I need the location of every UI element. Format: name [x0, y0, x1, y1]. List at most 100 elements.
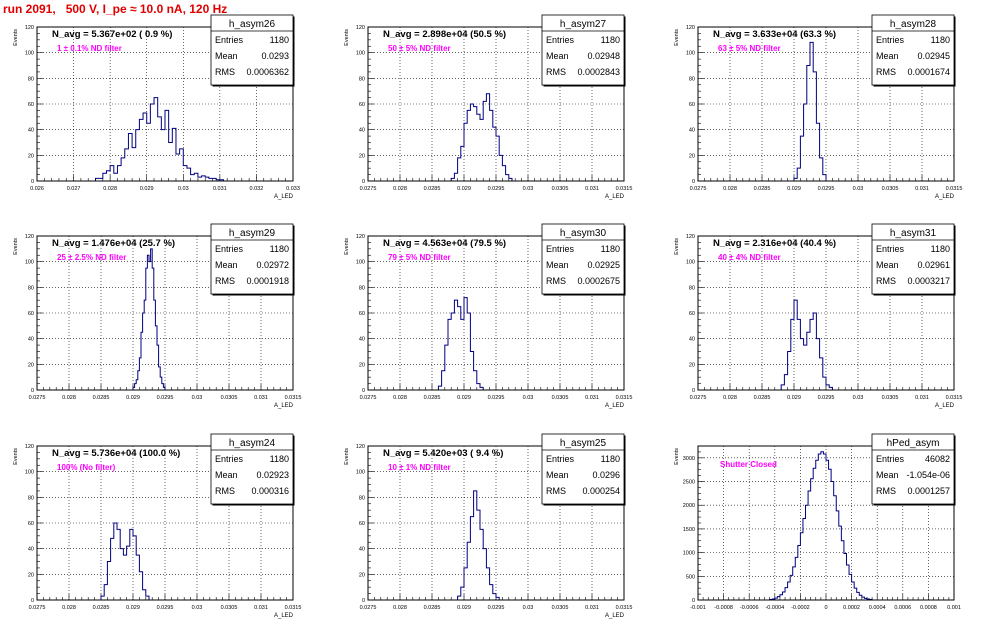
x-tick-label: 0.0275: [29, 395, 46, 401]
y-tick-label: 80: [689, 76, 695, 82]
x-tick-label: 0.026: [30, 186, 44, 192]
y-tick-label: 100: [25, 51, 34, 57]
x-axis-title: A_LED: [605, 403, 625, 409]
navg-label: N_avg = 5.736e+04 (100.0 %): [52, 448, 180, 459]
y-tick-label: 20: [359, 362, 365, 368]
histogram-panel-h_asym26: 0.026 0.027 0.028 0.029 0.03 0.031 0.032 0.033 0…: [13, 14, 300, 200]
x-tick-label: 0.03: [192, 395, 203, 401]
y-tick-label: 40: [28, 337, 34, 343]
navg-label: N_avg = 5.420e+03 ( 9.4 %): [383, 448, 503, 459]
stats-key-rms: RMS: [876, 67, 896, 77]
x-tick-label: 0.031: [213, 186, 227, 192]
navg-label: N_avg = 2.898e+04 (50.5 %): [383, 29, 506, 40]
x-tick-label: 0.0002: [843, 605, 860, 611]
y-tick-label: 60: [359, 102, 365, 108]
x-tick-label: 0.0315: [616, 395, 633, 401]
x-tick-label: 0.028: [723, 186, 737, 192]
stats-key-rms: RMS: [215, 276, 235, 286]
y-tick-label: 0: [362, 598, 365, 604]
stats-box: [871, 223, 955, 295]
x-tick-label: 0.027: [67, 186, 81, 192]
stats-value-mean: 0.02945: [917, 51, 950, 61]
stats-value-mean: 0.0293: [261, 51, 289, 61]
y-axis-title: Events: [13, 29, 19, 46]
stats-key-entries: Entries: [546, 35, 575, 45]
histogram-name: h_asym27: [560, 19, 607, 30]
y-tick-label: 60: [689, 311, 695, 317]
stats-value-mean: 0.02961: [917, 260, 950, 270]
y-axis-title: Events: [13, 238, 19, 255]
x-tick-label: 0.0295: [488, 395, 505, 401]
filter-annotation: 1 ± 0.1% ND filter: [57, 44, 122, 53]
x-tick-label: 0.03: [523, 605, 534, 611]
y-axis-title: Events: [13, 448, 19, 465]
navg-label: N_avg = 1.476e+04 (25.7 %): [52, 238, 175, 249]
y-tick-label: 120: [356, 234, 365, 240]
histogram-panel-h_asym28: 0.0275 0.028 0.0285 0.029 0.0295 0.03 0.0305 0.…: [674, 14, 962, 200]
stats-box: [541, 223, 625, 295]
x-tick-label: 0.029: [457, 395, 471, 401]
x-tick-label: 0.028: [62, 395, 76, 401]
x-tick-label: 0.0295: [818, 395, 835, 401]
y-tick-label: 0: [31, 388, 34, 394]
plot-frame: [367, 445, 625, 601]
plot-frame: [36, 26, 294, 182]
y-tick-label: 20: [689, 153, 695, 159]
histogram-name: h_asym25: [560, 438, 607, 449]
stats-key-rms: RMS: [546, 67, 566, 77]
x-tick-label: 0.03: [192, 605, 203, 611]
histogram-panel-h_asym31: 0.0275 0.028 0.0285 0.029 0.0295 0.03 0.0305 0.…: [674, 223, 963, 409]
histogram-line: [769, 451, 873, 601]
y-axis-title: Events: [344, 238, 350, 255]
x-tick-label: 0.0315: [946, 395, 963, 401]
y-tick-label: 100: [686, 51, 695, 57]
x-tick-label: 0.0315: [285, 605, 302, 611]
x-tick-label: -0.0008: [714, 605, 733, 611]
stats-key-entries: Entries: [876, 35, 905, 45]
stats-value-rms: 0.0003217: [907, 276, 950, 286]
y-tick-label: 100: [25, 470, 34, 476]
y-tick-label: 80: [359, 285, 365, 291]
y-tick-label: 120: [25, 444, 34, 450]
x-tick-label: 0.0305: [882, 395, 899, 401]
x-tick-label: 0.028: [62, 605, 76, 611]
stats-value-rms: 0.0001674: [907, 67, 950, 77]
y-tick-label: 0: [31, 598, 34, 604]
y-tick-label: 500: [686, 574, 695, 580]
stats-key-mean: Mean: [876, 51, 899, 61]
x-tick-label: 0.0305: [552, 395, 569, 401]
y-tick-label: 3000: [683, 456, 695, 462]
histogram-line: [457, 490, 500, 600]
y-tick-label: 80: [359, 495, 365, 501]
stats-key-rms: RMS: [546, 276, 566, 286]
plot-frame: [367, 26, 625, 182]
x-tick-label: 0.029: [140, 186, 154, 192]
histogram-panel-h_asym29: 0.0275 0.028 0.0285 0.029 0.0295 0.03 0.0305 0.…: [13, 223, 301, 409]
y-tick-label: 60: [28, 521, 34, 527]
y-tick-label: 120: [356, 25, 365, 31]
y-axis-title: Events: [344, 29, 350, 46]
stats-box: [871, 14, 955, 86]
stats-value-rms: 0.000254: [582, 486, 620, 496]
x-tick-label: 0.031: [254, 395, 268, 401]
histogram-panel-h_asym25: 0.0275 0.028 0.0285 0.029 0.0295 0.03 0.0305 0.…: [344, 433, 632, 619]
stats-value-mean: 0.02925: [587, 260, 620, 270]
stats-value-entries: 1180: [270, 244, 289, 254]
x-tick-label: 0.0275: [360, 186, 377, 192]
y-tick-label: 60: [359, 521, 365, 527]
stats-key-mean: Mean: [215, 260, 238, 270]
x-axis-title: A_LED: [274, 403, 294, 409]
y-tick-label: 100: [356, 51, 365, 57]
x-tick-label: 0.029: [126, 395, 140, 401]
y-tick-label: 2500: [683, 480, 695, 486]
stats-key-rms: RMS: [215, 486, 235, 496]
x-axis-title: A_LED: [605, 613, 625, 619]
x-tick-label: 0.0305: [882, 186, 899, 192]
x-tick-label: 0.0285: [754, 186, 771, 192]
y-tick-label: 40: [359, 128, 365, 134]
navg-label: N_avg = 5.367e+02 ( 0.9 %): [52, 29, 172, 40]
y-axis-title: Events: [344, 448, 350, 465]
y-tick-label: 1000: [683, 551, 695, 557]
x-tick-label: 0.0315: [616, 186, 633, 192]
